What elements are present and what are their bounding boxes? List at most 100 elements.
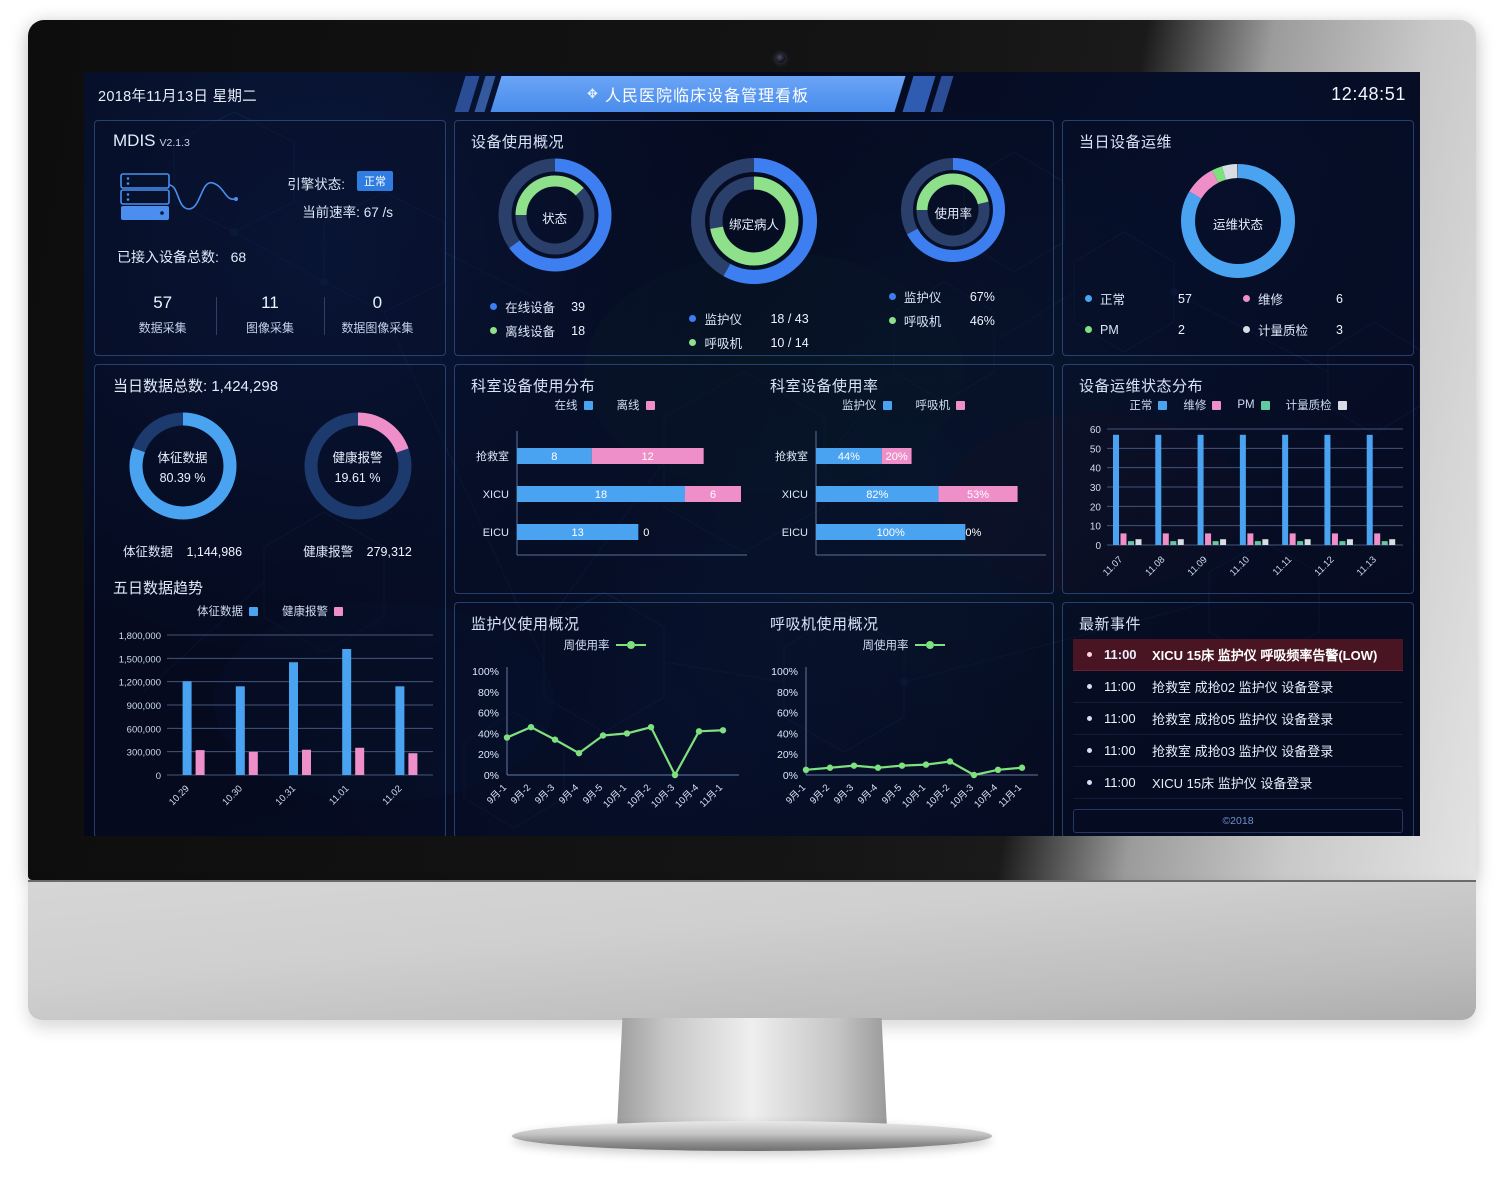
svg-text:9月-4: 9月-4 <box>557 782 581 806</box>
legend-label: 健康报警 <box>282 606 328 618</box>
legend-label: 离线 <box>616 400 640 412</box>
legend-dot-monitor <box>888 293 896 300</box>
data-totals-donuts: 体征数据 80.39 % <box>95 407 445 530</box>
svg-text:9月-2: 9月-2 <box>808 782 832 806</box>
events-title: 最新事件 <box>1079 616 1142 633</box>
svg-text:20: 20 <box>1090 502 1102 513</box>
data-totals-title: 当日数据总数: 1,424,298 <box>113 375 278 396</box>
svg-text:11.01: 11.01 <box>327 783 351 807</box>
legend-row-qc: 计量质检 3 <box>1243 320 1391 339</box>
svg-text:0: 0 <box>643 527 649 539</box>
data-totals-footer: 体征数据 1,144,986 健康报警 279,312 <box>95 541 445 560</box>
legend-label: 正常 <box>1129 400 1153 412</box>
event-row[interactable]: 11:00 抢救室 成抢02 监护仪 设备登录 <box>1073 671 1403 703</box>
legend-item-weekly-rate: 周使用率 <box>863 637 945 653</box>
svg-text:0%: 0% <box>484 770 499 782</box>
donut-bound-patients-chart: 绑定病人 <box>686 153 822 294</box>
svg-text:11月-1: 11月-1 <box>698 782 725 809</box>
svg-text:EICU: EICU <box>483 527 509 539</box>
legend-row: 监护仪 18 / 43 <box>689 309 818 328</box>
svg-text:13: 13 <box>572 527 584 539</box>
dept-distribution-legend: 在线 离线 <box>455 397 754 413</box>
svg-text:40: 40 <box>1090 464 1102 475</box>
dept-distribution-title: 科室设备使用分布 <box>471 378 596 395</box>
monitor-usage: 监护仪使用概况 周使用率 0% 20% 40% 60% 80% 100% 9月-1 9月-2 9… <box>455 603 754 836</box>
svg-text:10月-2: 10月-2 <box>625 782 653 810</box>
footer-alarm-value: 279,312 <box>366 545 412 559</box>
total-devices-label: 已接入设备总数: <box>117 249 219 265</box>
svg-text:20%: 20% <box>886 451 908 463</box>
svg-text:100%: 100% <box>877 527 905 539</box>
event-row[interactable]: 11:00 XICU 15床 监护仪 设备登录 <box>1073 767 1403 799</box>
event-row[interactable]: 11:00 抢救室 成抢03 监护仪 设备登录 <box>1073 735 1403 767</box>
legend-swatch <box>1337 400 1347 410</box>
svg-text:40%: 40% <box>478 728 499 740</box>
event-text: 抢救室 成抢05 监护仪 设备登录 <box>1152 712 1334 727</box>
five-day-trend: 五日数据趋势 体征数据 健康报警 0 300,000 600,000 900, <box>95 577 445 831</box>
svg-text:0%: 0% <box>965 527 981 539</box>
event-text: XICU 15床 监护仪 设备登录 <box>1152 776 1313 791</box>
svg-text:抢救室: 抢救室 <box>476 449 509 463</box>
footer-vital: 体征数据 1,144,986 <box>95 541 270 560</box>
legend-dot-monitor <box>689 315 697 322</box>
engine-status-label: 引擎状态: <box>287 177 345 192</box>
svg-text:EICU: EICU <box>782 527 808 539</box>
imac-chin <box>28 880 1476 1020</box>
maintenance-donut-center: 运维状态 <box>1212 218 1263 232</box>
maintenance-today-title: 当日设备运维 <box>1079 134 1173 151</box>
legend-line-marker <box>615 641 646 649</box>
svg-text:11.13: 11.13 <box>1355 554 1379 578</box>
monitor-usage-title: 监护仪使用概况 <box>471 616 580 633</box>
event-row[interactable]: 11:00 抢救室 成抢05 监护仪 设备登录 <box>1073 703 1403 735</box>
server-waveform-icon <box>120 173 238 220</box>
donut-center-label: 使用率 <box>934 207 973 221</box>
legend-name: 离线设备 <box>505 325 556 339</box>
legend-value: 57 <box>1178 291 1192 306</box>
event-text: XICU 15床 监护仪 呼吸频率告警(LOW) <box>1152 648 1378 663</box>
legend-item-vital: 体征数据 <box>197 603 258 619</box>
legend-value: 10 / 14 <box>770 335 809 350</box>
svg-text:60%: 60% <box>478 708 499 720</box>
legend-item-qc: 计量质检 <box>1286 397 1347 413</box>
legend-value: 67% <box>969 289 995 304</box>
bullet-icon <box>1087 780 1092 785</box>
legend-item-offline: 离线 <box>617 397 655 413</box>
legend-dot-offline <box>490 327 498 334</box>
svg-text:9月-1: 9月-1 <box>784 782 808 806</box>
svg-text:53%: 53% <box>967 489 989 501</box>
svg-text:10.29: 10.29 <box>167 783 192 808</box>
event-time: 11:00 <box>1104 743 1136 758</box>
stat-value: 11 <box>261 293 279 312</box>
legend-label: 周使用率 <box>563 640 610 652</box>
imac-stand-foot <box>512 1121 992 1151</box>
legend-row: 监护仪 67% <box>888 287 1018 306</box>
svg-text:9月-1: 9月-1 <box>485 782 509 806</box>
legend-name: 监护仪 <box>704 313 742 327</box>
panel-maintenance-today: 当日设备运维 运维状态 <box>1062 120 1414 356</box>
legend-name: 计量质检 <box>1258 324 1309 338</box>
svg-text:20%: 20% <box>777 749 798 761</box>
imac-stand-neck <box>617 1018 887 1128</box>
stat-value: 57 <box>153 293 173 312</box>
copyright: ©2018 <box>1073 809 1403 833</box>
svg-text:1,800,000: 1,800,000 <box>119 631 161 642</box>
legend-dot-repair <box>1243 295 1250 302</box>
maintenance-distribution-legend: 正常 维修 PM 计量质检 <box>1063 397 1413 413</box>
monitor-usage-chart: 0%20%40%60%80%100%9月-1 9月-2 9月-3 9月-4 9月-510… <box>472 666 739 810</box>
legend-swatch <box>882 400 892 410</box>
svg-text:11.08: 11.08 <box>1143 554 1167 578</box>
svg-text:9月-2: 9月-2 <box>509 782 533 806</box>
dashboard-header: 2018年11月13日 星期二 ✥ 人民医院临床设备管理看板 12:48:51 <box>84 72 1420 118</box>
event-row[interactable]: 11:00 XICU 15床 监护仪 呼吸频率告警(LOW) <box>1073 639 1403 671</box>
dept-utilization: 科室设备使用率 监护仪 呼吸机 抢救室 44% 20% XICU 82% 53% E <box>754 365 1053 593</box>
dashboard: 2018年11月13日 星期二 ✥ 人民医院临床设备管理看板 12:48:51 <box>84 72 1420 836</box>
total-devices-value: 68 <box>230 249 247 265</box>
events-list[interactable]: 11:00 XICU 15床 监护仪 呼吸频率告警(LOW) 11:00 抢救室 成抢… <box>1073 639 1403 799</box>
svg-text:XICU: XICU <box>483 489 509 501</box>
maintenance-donut-chart: 运维状态 <box>1174 157 1302 290</box>
header-title-wrap: ✥ 人民医院临床设备管理看板 <box>496 76 900 112</box>
svg-text:80%: 80% <box>478 687 499 699</box>
legend-dot-ventilator <box>689 339 697 346</box>
ventilator-usage-title: 呼吸机使用概况 <box>770 616 879 633</box>
ventilator-usage: 呼吸机使用概况 周使用率 0% 20% 40% 60% 80% 100% 9月-1 9月-2 9… <box>754 603 1053 836</box>
